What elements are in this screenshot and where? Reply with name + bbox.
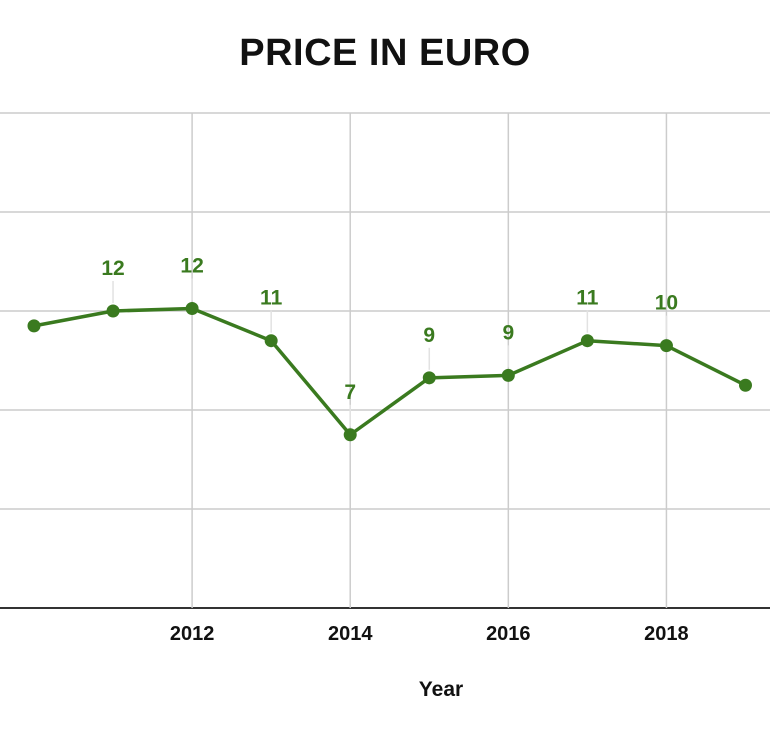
chart-title: PRICE IN EURO [239, 32, 531, 74]
data-point [659, 339, 673, 353]
x-tick-label: 2018 [644, 623, 689, 645]
data-label: 11 [576, 287, 599, 310]
x-tick-label: 2016 [486, 623, 531, 645]
data-point [343, 428, 357, 442]
x-axis-ticks: 2012 2014 2016 2018 [170, 623, 689, 645]
data-point [580, 334, 594, 348]
series-line [32, 306, 748, 437]
data-label: 10 [655, 292, 678, 315]
data-label: 9 [423, 324, 435, 347]
data-labels: 12 12 11 7 9 9 11 10 [101, 255, 678, 427]
data-point [501, 368, 515, 382]
data-label: 12 [180, 255, 203, 278]
data-point [185, 302, 199, 316]
x-tick-label: 2014 [328, 623, 373, 645]
data-point [422, 371, 436, 385]
data-label: 9 [502, 321, 514, 344]
data-label: 11 [260, 287, 283, 310]
data-point [27, 319, 41, 333]
data-point [738, 378, 752, 392]
series-group [27, 302, 752, 442]
data-label: 7 [344, 381, 356, 404]
data-point [106, 304, 120, 318]
x-tick-label: 2012 [170, 623, 215, 645]
data-point [264, 334, 278, 348]
gridlines [0, 112, 770, 609]
x-axis-label: Year [418, 678, 464, 701]
data-label: 12 [101, 257, 124, 280]
